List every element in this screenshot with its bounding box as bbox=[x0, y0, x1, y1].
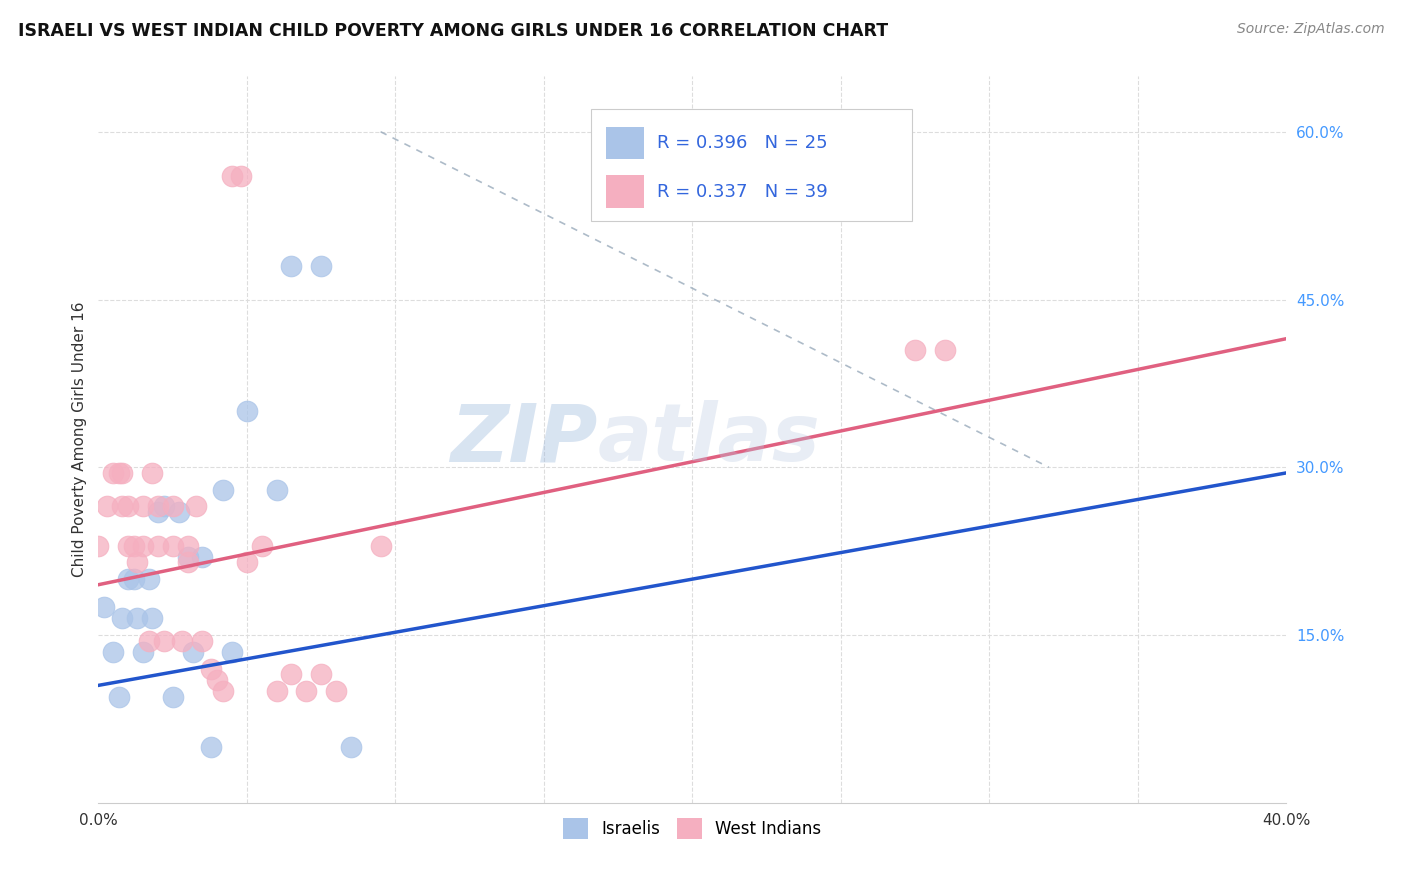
Point bbox=[122, 572, 145, 586]
Point bbox=[170, 633, 193, 648]
Point bbox=[162, 690, 184, 704]
Point bbox=[108, 466, 131, 480]
Point bbox=[122, 539, 145, 553]
Point bbox=[221, 169, 243, 184]
Point bbox=[309, 259, 332, 273]
Point bbox=[87, 539, 110, 553]
Point bbox=[108, 690, 131, 704]
Point bbox=[176, 555, 198, 569]
Point bbox=[176, 539, 198, 553]
Point bbox=[117, 572, 139, 586]
Point bbox=[146, 505, 169, 519]
Point bbox=[141, 611, 163, 625]
Point bbox=[152, 633, 174, 648]
Point bbox=[141, 466, 163, 480]
Point bbox=[221, 645, 243, 659]
Point bbox=[934, 343, 956, 357]
Point bbox=[138, 633, 160, 648]
Point bbox=[146, 539, 169, 553]
Text: Source: ZipAtlas.com: Source: ZipAtlas.com bbox=[1237, 22, 1385, 37]
Point bbox=[212, 684, 235, 698]
Text: R = 0.337   N = 39: R = 0.337 N = 39 bbox=[657, 183, 828, 201]
Text: ISRAELI VS WEST INDIAN CHILD POVERTY AMONG GIRLS UNDER 16 CORRELATION CHART: ISRAELI VS WEST INDIAN CHILD POVERTY AMO… bbox=[18, 22, 889, 40]
Point bbox=[266, 684, 288, 698]
Point bbox=[111, 466, 134, 480]
Point bbox=[309, 667, 332, 681]
Point bbox=[117, 539, 139, 553]
Point bbox=[167, 505, 190, 519]
Y-axis label: Child Poverty Among Girls Under 16: Child Poverty Among Girls Under 16 bbox=[72, 301, 87, 577]
Point bbox=[370, 539, 392, 553]
Point bbox=[186, 500, 208, 514]
Point bbox=[200, 739, 222, 754]
Point bbox=[205, 673, 228, 687]
Point bbox=[340, 739, 363, 754]
Point bbox=[280, 259, 302, 273]
Point bbox=[236, 555, 259, 569]
Point bbox=[191, 633, 214, 648]
Text: atlas: atlas bbox=[598, 401, 820, 478]
Point bbox=[325, 684, 347, 698]
Point bbox=[111, 611, 134, 625]
Point bbox=[229, 169, 252, 184]
Point bbox=[132, 500, 155, 514]
Point bbox=[250, 539, 273, 553]
Point bbox=[117, 500, 139, 514]
Point bbox=[132, 539, 155, 553]
Point bbox=[103, 466, 125, 480]
Point bbox=[125, 611, 148, 625]
Point bbox=[138, 572, 160, 586]
Point bbox=[103, 645, 125, 659]
Point bbox=[183, 645, 205, 659]
Point bbox=[191, 549, 214, 564]
Point bbox=[266, 483, 288, 497]
Point bbox=[146, 500, 169, 514]
Text: R = 0.396   N = 25: R = 0.396 N = 25 bbox=[657, 134, 828, 152]
Point bbox=[295, 684, 318, 698]
Point bbox=[904, 343, 927, 357]
FancyBboxPatch shape bbox=[592, 109, 912, 221]
Point bbox=[125, 555, 148, 569]
Legend: Israelis, West Indians: Israelis, West Indians bbox=[557, 812, 828, 846]
Point bbox=[236, 404, 259, 418]
Text: ZIP: ZIP bbox=[450, 401, 598, 478]
Point bbox=[96, 500, 118, 514]
Point bbox=[280, 667, 302, 681]
FancyBboxPatch shape bbox=[606, 127, 644, 160]
Point bbox=[162, 500, 184, 514]
Point bbox=[162, 539, 184, 553]
Point bbox=[111, 500, 134, 514]
Point bbox=[176, 549, 198, 564]
Point bbox=[152, 500, 174, 514]
Point bbox=[132, 645, 155, 659]
Point bbox=[212, 483, 235, 497]
Point bbox=[200, 662, 222, 676]
FancyBboxPatch shape bbox=[606, 176, 644, 208]
Point bbox=[93, 600, 115, 615]
